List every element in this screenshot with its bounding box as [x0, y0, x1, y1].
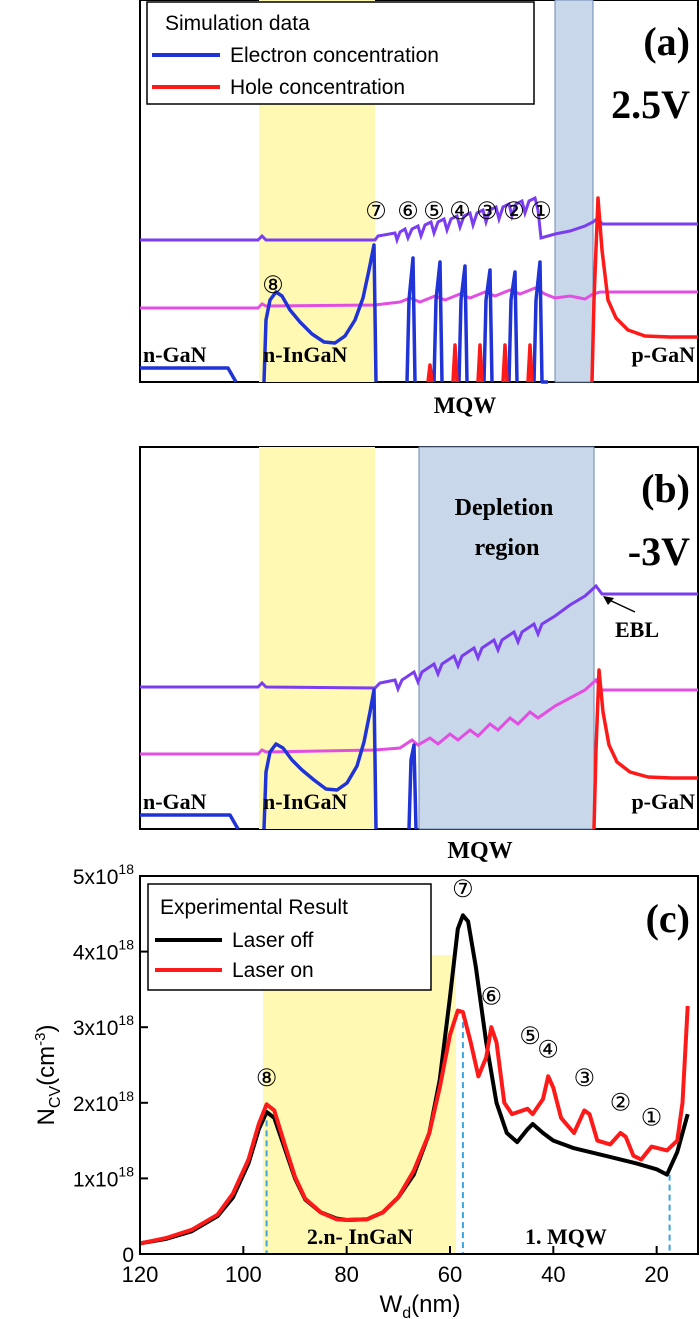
well-marker-c-6: ③ [574, 1066, 596, 1092]
panel-c: 120 100 80 60 40 20 0 1x1018 2x1018 3x1018 4x1018 5… [32, 861, 699, 1319]
panel-a-region-mqw: MQW [434, 393, 497, 418]
panel-b-depletion-label: Depletion region [455, 495, 560, 561]
y-axis-label-subscript: CV [47, 1086, 64, 1109]
panel-b-ebl-label: EBL [615, 617, 659, 642]
panel-a-hole-curve [426, 196, 698, 383]
panel-a-region-ningan: n-InGaN [263, 342, 347, 367]
well-marker-c-2: ⑦ [452, 877, 474, 903]
panel-a-depletion-region [554, 0, 594, 383]
panel-b-hole-curve [592, 668, 698, 830]
panel-b-ingan-region [259, 447, 375, 829]
well-marker-1: ① [530, 199, 552, 225]
panel-b: (b) -3V Depletion region EBL n-GaN n-InG… [139, 446, 699, 864]
panel-a-upper-band [140, 195, 698, 245]
panel-c-x-axis-label: Wd(nm) [380, 1291, 461, 1319]
y-tick-label-1: 1x1018 [73, 1163, 134, 1191]
y-axis-label-unit: (cm [33, 1046, 60, 1086]
panel-b-lower-band [140, 677, 698, 756]
panel-b-depletion-label-word-2: region [475, 535, 540, 561]
panel-b-region-mqw: MQW [447, 838, 512, 864]
x-tick-label-60: 60 [438, 1262, 462, 1287]
panel-a-bias: 2.5V [611, 82, 690, 127]
y-tick-label-3: 3x1018 [73, 1012, 134, 1040]
panel-c-legend-title: Experimental Result [160, 896, 348, 919]
ebl-arrow-head [603, 596, 614, 605]
panel-c-series [139, 913, 690, 1254]
panel-a-legend-title: Simulation data [165, 12, 310, 35]
panel-a-lower-band [140, 286, 698, 310]
panel-b-region-ngan: n-GaN [143, 789, 207, 814]
well-marker-8: ⑧ [262, 273, 284, 299]
x-tick-label-100: 100 [225, 1262, 262, 1287]
panel-a-electron-curve [140, 243, 548, 384]
legend-label-hole: Hole concentration [230, 76, 405, 99]
panel-c-label: (c) [646, 896, 690, 941]
panel-b-region-pgan: p-GaN [631, 789, 695, 814]
legend-label-electron: Electron concentration [230, 44, 439, 67]
legend-label-laser-on: Laser on [232, 959, 314, 982]
y-tick-label-5: 5x1018 [73, 861, 134, 889]
panel-a-region-pgan: p-GaN [631, 342, 695, 367]
x-tick-label-40: 40 [541, 1262, 565, 1287]
panel-c-legend-box [147, 883, 432, 991]
panel-c-ingan-region [263, 955, 456, 1254]
y-axis-label-close: ) [33, 1025, 60, 1033]
x-axis-label-unit: (nm) [411, 1291, 460, 1318]
panel-b-label: (b) [641, 466, 690, 511]
panel-b-bias: -3V [628, 529, 690, 574]
panel-c-region-ingan: 2.n- InGaN [307, 1224, 413, 1249]
series-line-laser-on [139, 1005, 690, 1246]
well-marker-c-7: ② [610, 1090, 632, 1116]
well-marker-6: ⑥ [397, 199, 419, 225]
well-marker-c-3: ⑥ [481, 985, 503, 1011]
well-marker-2: ② [503, 199, 525, 225]
panel-c-region-mqw: 1. MQW [525, 1224, 607, 1249]
x-tick-label-120: 120 [122, 1262, 159, 1287]
panel-b-electron-curve [140, 688, 418, 830]
well-marker-4: ④ [449, 199, 471, 225]
x-axis-label-subscript: d [402, 1305, 411, 1319]
panel-b-depletion-label-word-1: Depletion [455, 495, 554, 521]
well-marker-c-5: ④ [537, 1037, 559, 1063]
panel-a-legend: Simulation data Electron concentration H… [146, 1, 535, 105]
panel-b-upper-band [140, 583, 698, 694]
x-tick-label-80: 80 [334, 1262, 358, 1287]
panel-a-label: (a) [643, 19, 690, 64]
panel-a-well-markers: ⑦ ⑥ ⑤ ④ ③ ② ① ⑧ [262, 199, 552, 299]
panel-c-y-axis-label: NCV(cm-3) [32, 1025, 64, 1126]
well-marker-c-4: ⑤ [519, 1024, 541, 1050]
well-marker-7: ⑦ [365, 199, 387, 225]
well-marker-c-1: ⑧ [256, 1066, 278, 1092]
well-marker-5: ⑤ [423, 199, 445, 225]
well-marker-3: ③ [476, 199, 498, 225]
y-tick-label-2: 2x1018 [73, 1088, 134, 1116]
y-axis-label-exponent: -3 [32, 1033, 49, 1046]
panel-b-region-ningan: n-InGaN [263, 789, 347, 814]
well-marker-c-8: ① [641, 1105, 663, 1131]
panel-c-frame [139, 875, 699, 1255]
panel-c-ticks: 120 100 80 60 40 20 0 1x1018 2x1018 3x1018 4x1018 5… [73, 861, 669, 1287]
panel-a: Simulation data Electron concentration H… [139, 0, 699, 418]
x-tick-label-20: 20 [644, 1262, 668, 1287]
y-tick-label-0: 0 [122, 1244, 134, 1267]
panel-c-legend: Experimental Result Laser off Laser on [147, 883, 432, 991]
legend-label-laser-off: Laser off [232, 929, 313, 952]
panel-a-region-ngan: n-GaN [143, 342, 207, 367]
y-tick-label-4: 4x1018 [73, 937, 134, 965]
